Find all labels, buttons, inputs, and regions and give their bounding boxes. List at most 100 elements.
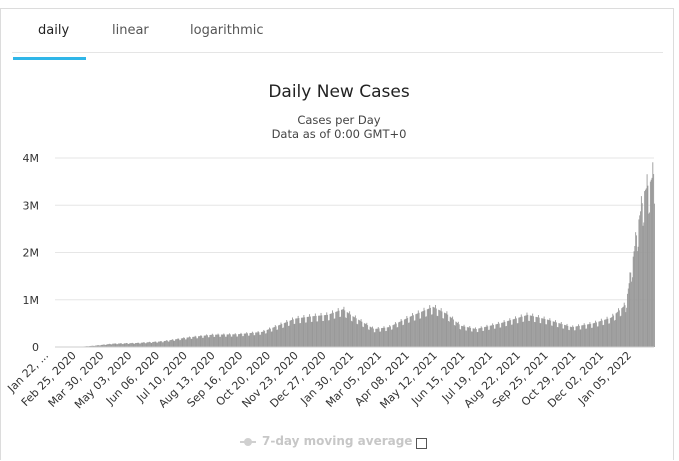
tab-daily[interactable]: daily [38, 23, 70, 38]
bar [261, 331, 263, 347]
bar [332, 310, 333, 347]
bar [397, 327, 399, 347]
bar [518, 317, 520, 347]
bar [497, 321, 499, 347]
bar [443, 318, 445, 347]
bar [358, 319, 360, 347]
bar [106, 344, 108, 347]
bar [121, 343, 123, 347]
bar [493, 324, 494, 347]
bar [437, 316, 439, 347]
bar [523, 321, 525, 347]
bar [318, 315, 320, 347]
bar [254, 335, 256, 347]
bar [436, 315, 438, 347]
bar [610, 317, 612, 347]
bar [297, 315, 299, 347]
bar [187, 337, 189, 347]
bar [135, 343, 136, 347]
bar [307, 316, 309, 347]
bar [432, 306, 434, 347]
bar [482, 330, 484, 347]
bar [587, 324, 589, 347]
bar [327, 314, 329, 347]
bar [390, 329, 392, 347]
bar [567, 325, 569, 347]
bar [272, 327, 274, 347]
bar [400, 319, 402, 347]
bar [320, 312, 322, 347]
bar [603, 324, 605, 347]
bar [624, 305, 626, 347]
bar [607, 318, 609, 347]
bar [461, 325, 463, 347]
bar [368, 329, 370, 347]
bar [97, 345, 99, 347]
bar [430, 314, 432, 347]
bar [309, 316, 311, 347]
bar [196, 338, 198, 347]
bar [282, 327, 284, 347]
bar [435, 308, 437, 347]
bar [527, 314, 529, 347]
bar [156, 342, 158, 347]
bar [162, 342, 163, 347]
bar [315, 315, 317, 347]
bar [238, 334, 239, 347]
bar [413, 320, 415, 347]
bar [198, 336, 199, 347]
bar [240, 332, 242, 347]
bar [179, 340, 181, 347]
bar [326, 312, 328, 347]
bar [395, 323, 397, 347]
bar [617, 311, 619, 347]
bar [524, 315, 526, 347]
bar [356, 323, 358, 347]
y-tick-label: 1M [23, 294, 40, 307]
bar [548, 320, 550, 347]
bar [533, 316, 534, 347]
bar [262, 331, 264, 347]
bar [219, 336, 221, 347]
bar [459, 328, 461, 347]
bar [350, 320, 352, 347]
bar [545, 324, 547, 347]
bar [507, 320, 509, 347]
legend-toggle-checkbox[interactable] [416, 438, 427, 449]
bar [190, 338, 192, 347]
bar [220, 334, 222, 347]
bar [332, 312, 334, 347]
bar [485, 326, 487, 347]
bar [383, 326, 385, 347]
bar [528, 320, 530, 347]
bar [282, 327, 284, 347]
bar [233, 334, 235, 347]
bar [324, 315, 326, 347]
bar [117, 344, 119, 347]
bar [589, 322, 591, 347]
tab-logarithmic[interactable]: logarithmic [190, 23, 264, 38]
bar [631, 277, 633, 347]
bar [434, 307, 436, 347]
bar [235, 334, 237, 347]
bar [366, 322, 368, 347]
bar [418, 312, 420, 347]
bar [292, 319, 294, 347]
tab-linear[interactable]: linear [112, 23, 149, 38]
bar [501, 322, 503, 347]
bar [407, 317, 409, 347]
bar [558, 323, 560, 347]
bar [245, 333, 247, 347]
bar [207, 337, 209, 347]
bar [349, 311, 351, 347]
bar [394, 322, 396, 347]
bar [250, 332, 252, 347]
bar [354, 315, 356, 347]
bar [130, 343, 132, 347]
bar [569, 326, 571, 347]
bar [372, 328, 374, 347]
bar [264, 330, 266, 347]
bar [103, 344, 105, 347]
bar [619, 316, 621, 347]
bar [406, 316, 408, 347]
